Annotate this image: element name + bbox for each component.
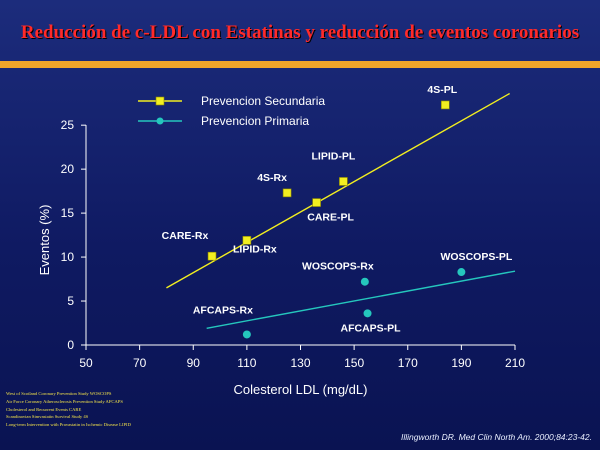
- source-citation: Illingworth DR. Med Clin North Am. 2000;…: [400, 432, 592, 442]
- y-tick-label: 20: [61, 162, 75, 176]
- note-4s: Scandinavian Simvastatin Survival Study …: [6, 414, 89, 420]
- legend-label-1: Prevencion Primaria: [201, 114, 309, 128]
- point-labels: 4S-PL LIPID-PL 4S-Rx CARE-PL CARE-Rx LIPID-Rx…: [162, 84, 513, 334]
- point-4s-rx: [282, 188, 292, 198]
- y-tick-label: 5: [67, 294, 74, 308]
- note-woscops: West of Scotland Coronary Prevention Stu…: [6, 391, 112, 396]
- label-4s-pl: 4S-PL: [427, 84, 457, 96]
- legend-label-0: Prevencion Secundaria: [201, 94, 325, 108]
- label-care-rx: CARE-Rx: [162, 230, 209, 242]
- label-woscops-rx: WOSCOPS-Rx: [302, 261, 374, 273]
- x-tick-label: 130: [290, 356, 310, 370]
- chart-axes: 50 70 90 110 130 150 170 190 210 0 5 10 15 20 25 Colest…: [37, 118, 525, 397]
- point-woscops-rx: [360, 277, 369, 286]
- point-afcaps-pl: [363, 309, 372, 318]
- x-tick-label: 170: [398, 356, 418, 370]
- x-tick-label: 70: [133, 356, 147, 370]
- label-4s-rx: 4S-Rx: [257, 172, 287, 184]
- slide-title: Reducción de c-LDL con Estatinas y reduc…: [20, 22, 580, 43]
- point-care-pl: [312, 198, 321, 207]
- point-woscops-pl: [457, 268, 466, 277]
- legend-marker-circle: [156, 117, 164, 125]
- x-tick-label: 110: [237, 356, 256, 370]
- chart-legend: Prevencion Secundaria Prevencion Primaria: [138, 94, 325, 128]
- y-tick-label: 10: [61, 250, 75, 264]
- label-lipid-pl: LIPID-PL: [312, 150, 356, 162]
- point-4s-pl: [440, 100, 450, 110]
- y-axis-title: Eventos (%): [37, 205, 52, 276]
- label-care-pl: CARE-PL: [307, 212, 354, 224]
- point-lipid-pl: [339, 177, 348, 186]
- x-tick-label: 150: [344, 356, 364, 370]
- note-care: Cholesterol and Recurrent Events CARE: [6, 406, 82, 412]
- x-tick-label: 50: [79, 356, 93, 370]
- label-lipid-rx: LIPID-Rx: [233, 243, 277, 255]
- y-tick-label: 15: [61, 206, 75, 220]
- label-afcaps-rx: AFCAPS-Rx: [193, 304, 253, 316]
- note-lipid: Long-term Intervention with Pravastatin …: [6, 422, 131, 428]
- point-care-rx: [207, 251, 217, 261]
- label-woscops-pl: WOSCOPS-PL: [440, 251, 512, 263]
- study-abbreviation-notes: West of Scotland Coronary Prevention Stu…: [6, 390, 131, 429]
- y-tick-label: 0: [67, 338, 74, 352]
- trendline-primary: [206, 270, 516, 329]
- point-afcaps-rx: [242, 330, 251, 339]
- x-axis-title: Colesterol LDL (mg/dL): [234, 382, 368, 397]
- x-tick-label: 190: [451, 356, 471, 370]
- x-tick-label: 90: [187, 356, 201, 370]
- data-points: [207, 100, 466, 339]
- trendlines: [166, 92, 516, 329]
- y-tick-label: 25: [61, 118, 75, 132]
- title-divider: [0, 61, 600, 68]
- x-tick-label: 210: [505, 356, 525, 370]
- legend-marker-square: [155, 96, 165, 106]
- label-afcaps-pl: AFCAPS-PL: [340, 322, 401, 334]
- note-afcaps: Air Force Coronary Atherosclerosis Preve…: [6, 398, 123, 404]
- trendline-secondary: [166, 92, 510, 289]
- point-lipid-rx: [242, 236, 252, 245]
